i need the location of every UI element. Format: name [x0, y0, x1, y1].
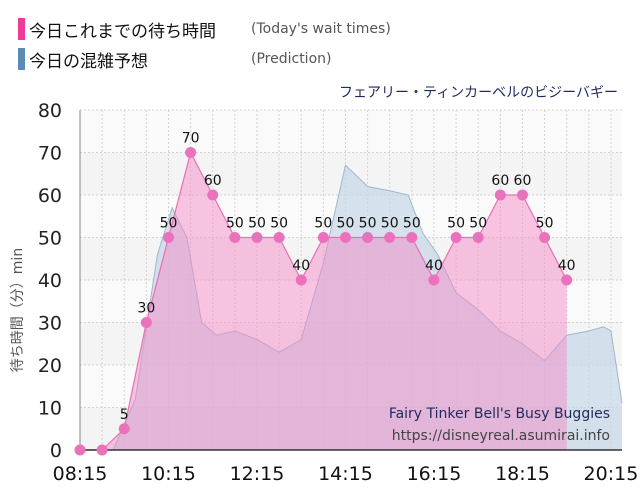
actual-data-label: 5 [120, 407, 129, 423]
legend-predicted-label: 今日の混雑予想 [29, 51, 148, 72]
actual-data-label: 50 [447, 216, 465, 232]
actual-data-label: 70 [182, 131, 200, 147]
actual-point [339, 232, 351, 243]
legend-predicted-swatch [18, 48, 25, 70]
actual-data-label: 40 [558, 258, 576, 274]
actual-point [295, 274, 307, 286]
actual-point [362, 232, 374, 243]
legend-predicted-sublabel: (Prediction) [251, 51, 332, 67]
legend-predicted: 今日の混雑予想 (Prediction) [18, 48, 332, 72]
x-tick-label: 18:15 [495, 463, 550, 485]
y-tick-label: 60 [38, 185, 62, 207]
x-tick-label: 16:15 [407, 463, 462, 485]
legend-actual: 今日これまでの待ち時間 (Today's wait times) [18, 18, 391, 42]
actual-data-label: 50 [270, 216, 288, 232]
x-tick-label: 10:15 [141, 463, 196, 485]
actual-point [472, 232, 484, 243]
actual-data-label: 50 [469, 216, 487, 232]
y-tick-label: 50 [38, 228, 62, 250]
x-tick-label: 14:15 [318, 463, 373, 485]
actual-data-label: 60 [204, 173, 222, 189]
actual-point [96, 444, 108, 456]
actual-point [251, 232, 263, 243]
legend-actual-sublabel: (Today's wait times) [251, 21, 391, 37]
y-tick-label: 80 [38, 100, 62, 122]
actual-point [539, 232, 551, 243]
actual-data-label: 50 [160, 216, 178, 232]
actual-data-label: 50 [403, 216, 421, 232]
legend-actual-label: 今日これまでの待ち時間 [29, 21, 216, 42]
actual-point [273, 232, 285, 243]
actual-data-label: 40 [425, 258, 443, 274]
watermark-url: https://disneyreal.asumirai.info [391, 428, 610, 444]
plot-band [80, 110, 622, 153]
actual-point [162, 232, 174, 243]
y-tick-label: 70 [38, 143, 62, 165]
actual-data-label: 50 [536, 216, 554, 232]
attraction-title: フェアリー・ティンカーベルのビジーバギー [338, 85, 618, 101]
y-axis-title: 待ち時間（分）min [10, 248, 26, 372]
x-tick-label: 08:15 [53, 463, 108, 485]
y-tick-label: 0 [50, 440, 62, 462]
actual-area [80, 152, 567, 450]
actual-point [74, 444, 86, 456]
y-tick-label: 20 [38, 355, 62, 377]
y-tick-label: 40 [38, 270, 62, 292]
legend-actual-swatch [18, 18, 25, 40]
actual-point [317, 232, 329, 243]
actual-data-label: 50 [226, 216, 244, 232]
actual-data-label: 50 [248, 216, 266, 232]
actual-point [561, 274, 573, 286]
actual-point [384, 232, 396, 243]
actual-point [118, 423, 130, 435]
actual-point [140, 317, 152, 328]
actual-point [229, 232, 241, 243]
actual-data-label: 60 [491, 173, 509, 189]
actual-point [207, 189, 219, 201]
actual-data-label: 50 [314, 216, 332, 232]
x-tick-label: 12:15 [230, 463, 285, 485]
actual-data-label: 50 [337, 216, 355, 232]
actual-data-label: 50 [359, 216, 377, 232]
actual-data-label: 50 [381, 216, 399, 232]
actual-data-label: 30 [137, 301, 155, 317]
x-tick-label: 20:15 [584, 463, 639, 485]
y-tick-label: 10 [38, 398, 62, 420]
watermark-name: Fairy Tinker Bell's Busy Buggies [388, 406, 610, 422]
actual-data-label: 40 [292, 258, 310, 274]
actual-point [185, 147, 197, 158]
actual-point [450, 232, 462, 243]
y-tick-label: 30 [38, 313, 62, 335]
actual-point [494, 189, 506, 201]
actual-data-label: 60 [514, 173, 532, 189]
actual-point [406, 232, 418, 243]
actual-point [428, 274, 440, 286]
actual-point [516, 189, 528, 201]
